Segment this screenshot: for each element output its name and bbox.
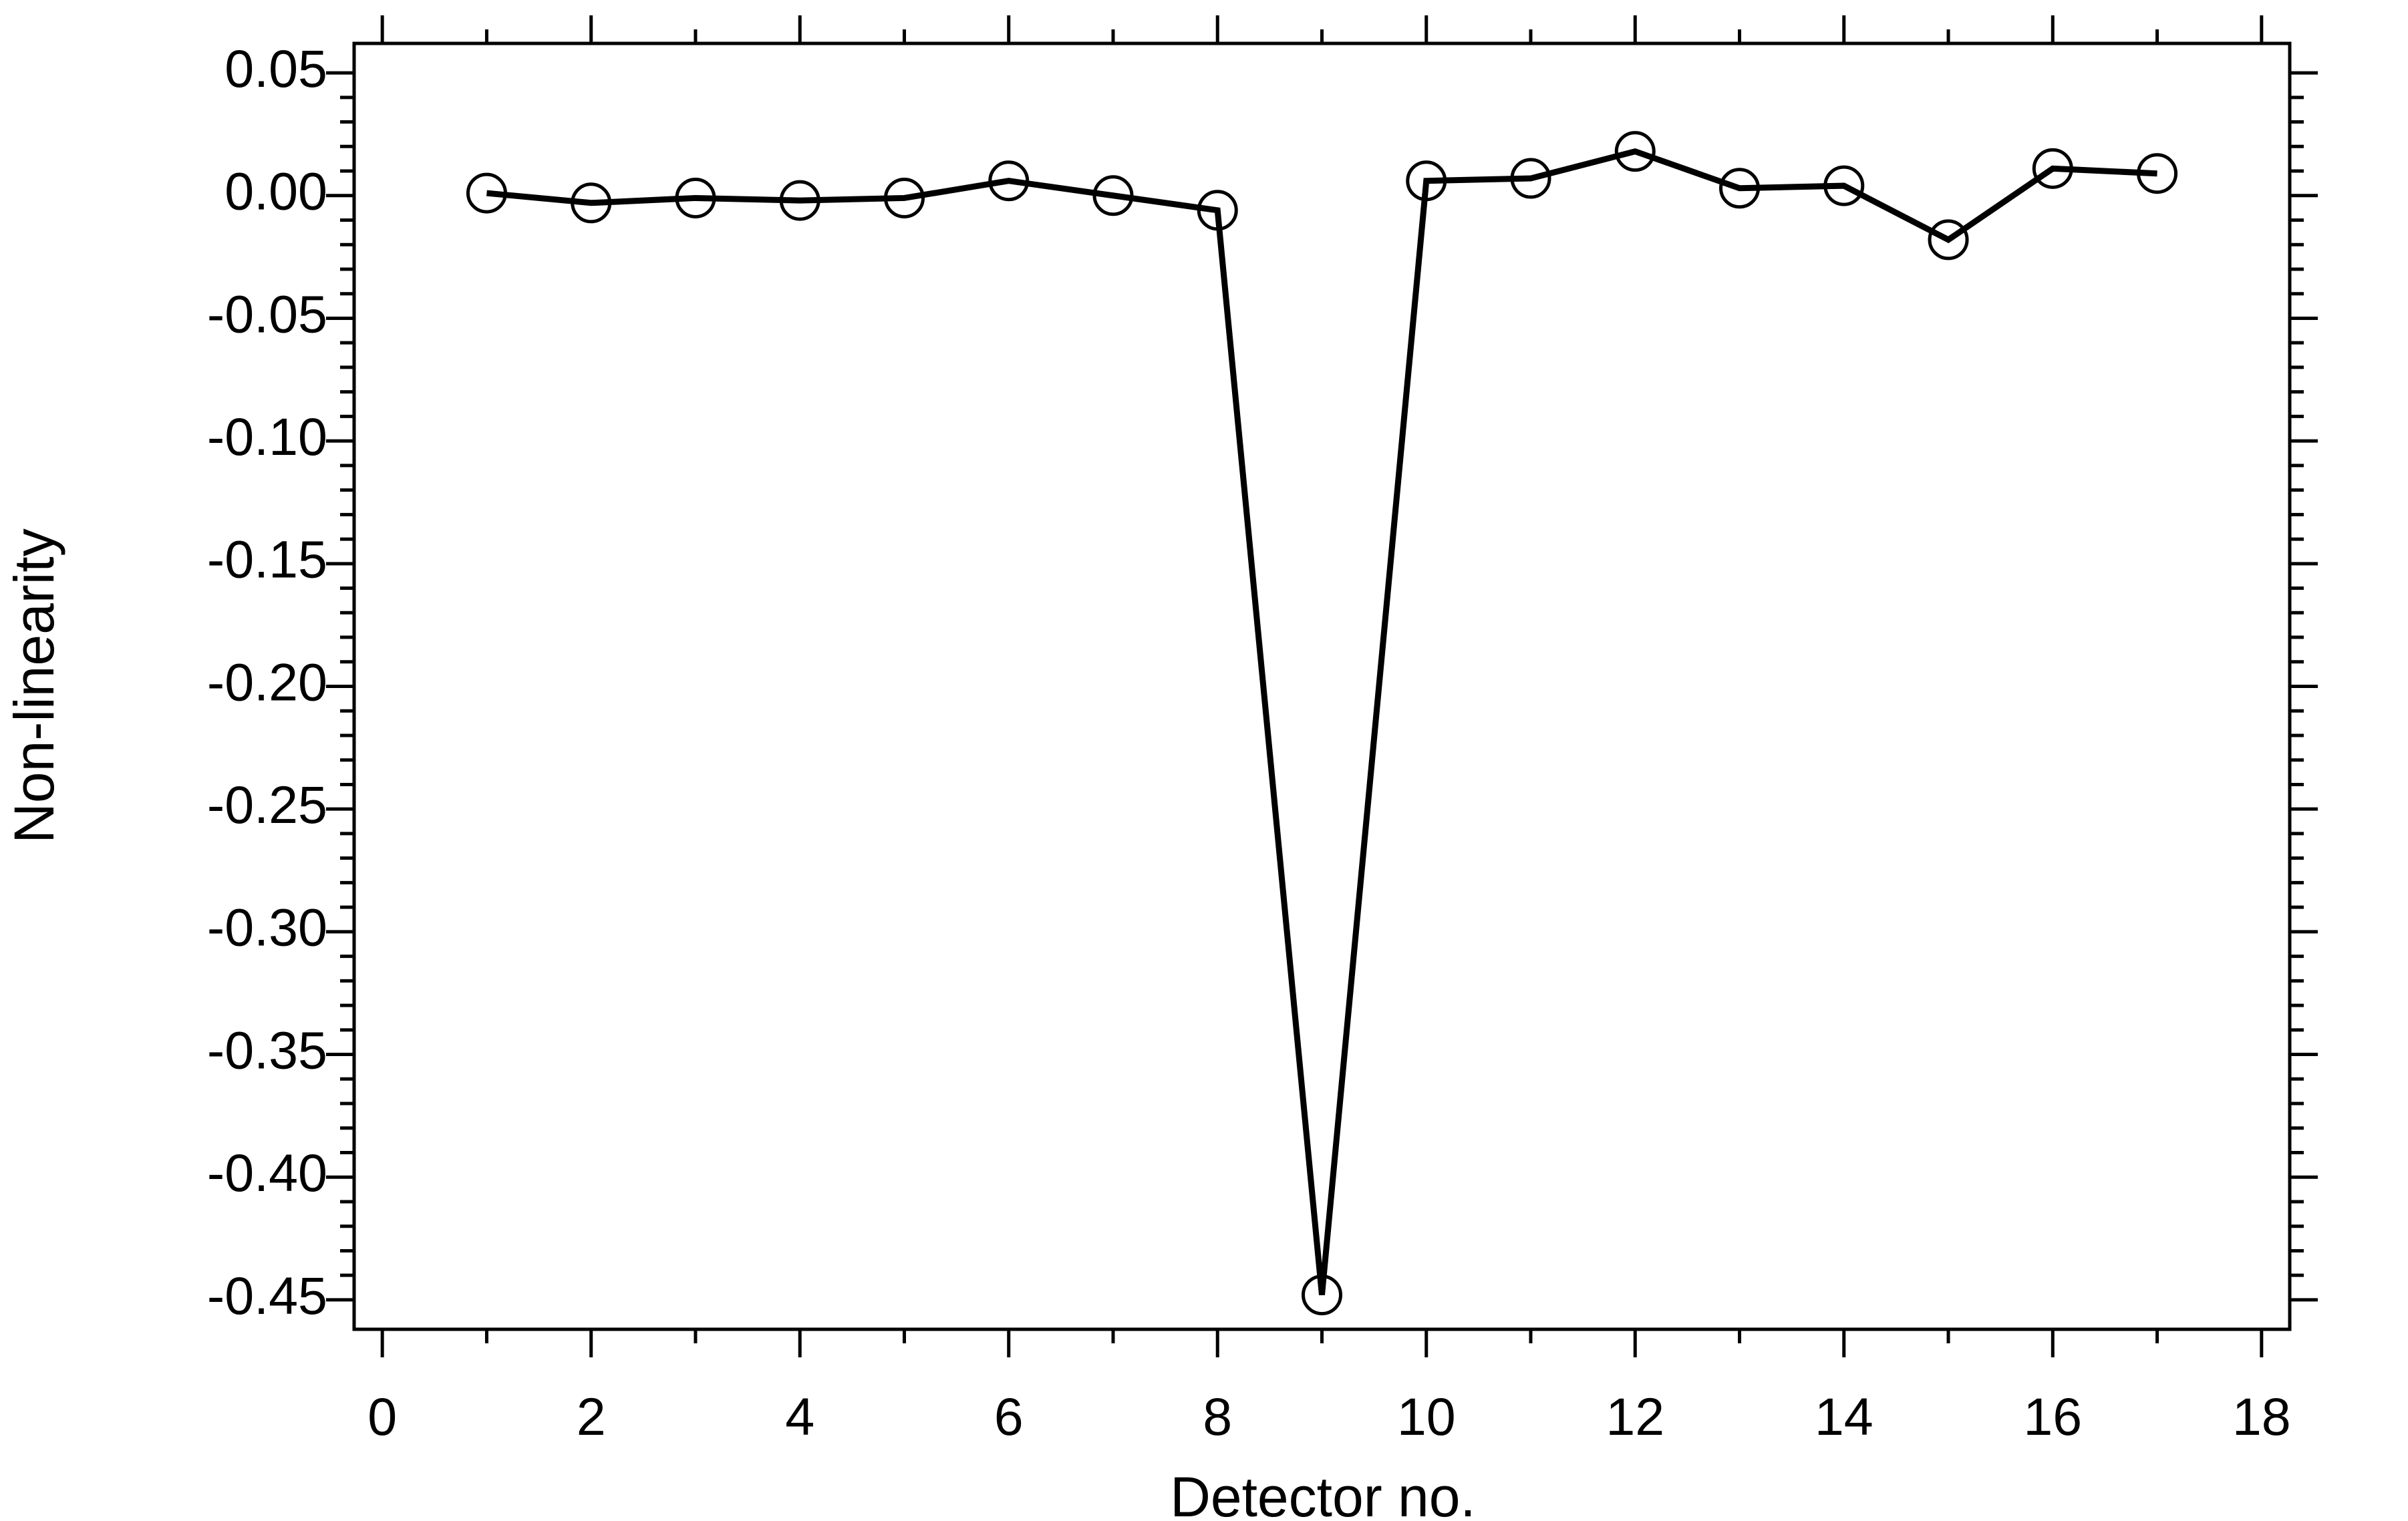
data-point [1092, 175, 1134, 216]
y-tick-label: -0.10 [207, 407, 327, 466]
data-point [1197, 190, 1238, 231]
x-tick-label: 14 [1815, 1387, 1873, 1446]
y-tick-label: -0.05 [207, 284, 327, 343]
y-tick-label: -0.20 [207, 652, 327, 711]
data-point [1823, 165, 1865, 206]
y-tick-label: -0.15 [207, 530, 327, 589]
x-axis-title: Detector no. [1170, 1466, 1476, 1521]
x-tick-label: 2 [577, 1387, 606, 1446]
data-point [675, 177, 716, 218]
data-point [2032, 148, 2073, 189]
series-line [486, 148, 2157, 1296]
data-point [1928, 219, 1969, 261]
data-point [1510, 158, 1551, 199]
data-point [1302, 1275, 1342, 1316]
data-point [571, 182, 612, 224]
data-point [2137, 153, 2178, 194]
data-point [988, 160, 1030, 202]
x-tick-label: 18 [2232, 1387, 2291, 1446]
y-tick-label: 0.00 [224, 162, 327, 221]
data-point [779, 180, 820, 221]
y-tick-label: 0.05 [224, 39, 327, 98]
x-tick-label: 0 [367, 1387, 397, 1446]
plot-frame [352, 41, 2292, 1331]
x-tick-label: 10 [1397, 1387, 1456, 1446]
data-point [1719, 168, 1761, 209]
y-tick-label: -0.45 [207, 1266, 327, 1325]
x-tick-label: 4 [785, 1387, 814, 1446]
y-axis-title: Non-linearity [3, 528, 65, 844]
x-tick-label: 8 [1203, 1387, 1232, 1446]
y-tick-label: -0.35 [207, 1020, 327, 1079]
data-point [883, 177, 925, 218]
data-point [1614, 131, 1656, 172]
data-point [1406, 160, 1447, 202]
x-tick-label: 12 [1606, 1387, 1664, 1446]
y-tick-label: -0.25 [207, 775, 327, 834]
x-tick-label: 16 [2023, 1387, 2082, 1446]
y-tick-label: -0.40 [207, 1143, 327, 1202]
y-tick-label: -0.30 [207, 898, 327, 957]
data-point [466, 172, 507, 214]
x-tick-label: 6 [994, 1387, 1024, 1446]
